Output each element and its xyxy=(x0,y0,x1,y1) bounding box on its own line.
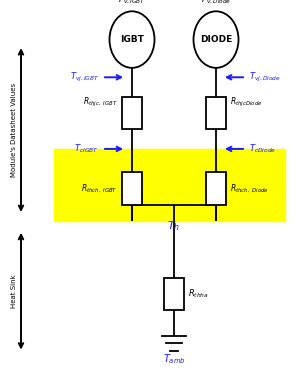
Text: $R_{thjcDiode}$: $R_{thjcDiode}$ xyxy=(230,96,263,109)
Text: $R_{thch,\ IGBT}$: $R_{thch,\ IGBT}$ xyxy=(81,182,118,195)
Text: $P_{v,IGBT}$: $P_{v,IGBT}$ xyxy=(118,0,146,6)
Bar xyxy=(206,97,226,129)
Bar xyxy=(122,97,142,129)
Text: Heat Sink: Heat Sink xyxy=(11,274,16,308)
Bar xyxy=(206,173,226,204)
Text: $T_{amb}$: $T_{amb}$ xyxy=(163,352,185,366)
Bar xyxy=(54,149,285,221)
Text: $R_{thch,\ Diode}$: $R_{thch,\ Diode}$ xyxy=(230,182,269,195)
Text: IGBT: IGBT xyxy=(120,35,144,44)
Text: $T_{vj,Diode}$: $T_{vj,Diode}$ xyxy=(249,71,281,84)
Text: $T_{cDiode}$: $T_{cDiode}$ xyxy=(249,143,276,155)
Text: $T_{cIGBT}$: $T_{cIGBT}$ xyxy=(74,143,99,155)
Text: $R_{thjc,\ IGBT}$: $R_{thjc,\ IGBT}$ xyxy=(83,96,118,109)
Bar xyxy=(122,173,142,204)
Text: DIODE: DIODE xyxy=(200,35,232,44)
Text: $T_h$: $T_h$ xyxy=(167,219,181,233)
Text: $P_{v,Diode}$: $P_{v,Diode}$ xyxy=(201,0,231,6)
Bar xyxy=(164,278,184,310)
Text: $R_{thha}$: $R_{thha}$ xyxy=(188,288,209,300)
Circle shape xyxy=(194,11,238,68)
Circle shape xyxy=(110,11,154,68)
Text: $T_{vj,IGBT}$: $T_{vj,IGBT}$ xyxy=(70,71,99,84)
Text: Module's Datasheet Values: Module's Datasheet Values xyxy=(11,83,16,177)
